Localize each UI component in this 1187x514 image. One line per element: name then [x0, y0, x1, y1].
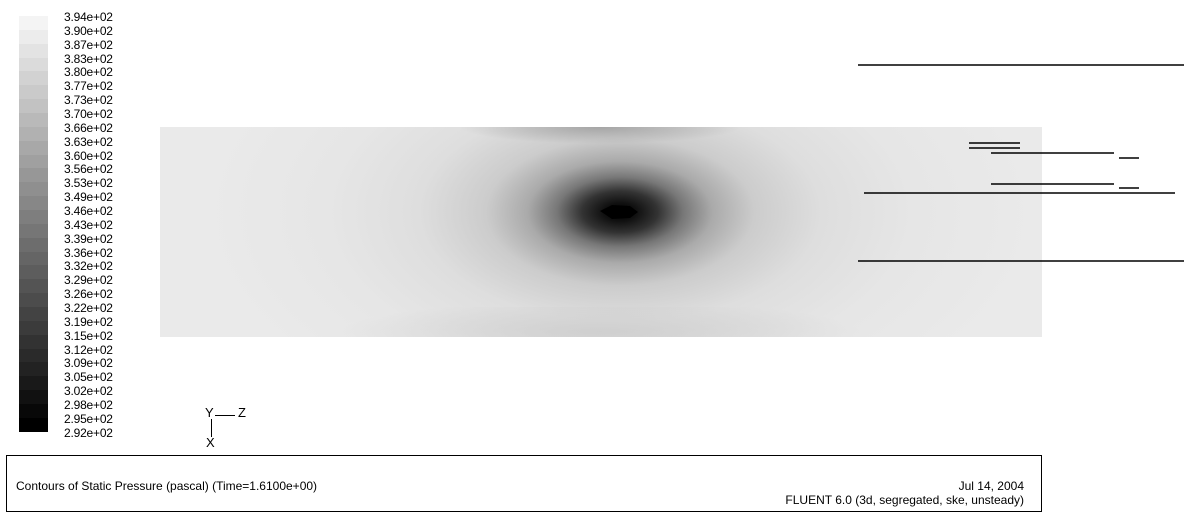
colorbar-tick-label: 3.90e+02 — [64, 23, 113, 38]
colorbar-tick-label: 3.83e+02 — [64, 51, 113, 66]
colorbar-swatch — [19, 16, 48, 30]
colorbar-tick-label: 3.36e+02 — [64, 245, 113, 260]
colorbar-swatch — [19, 376, 48, 391]
colorbar-swatch — [19, 390, 48, 405]
colorbar-tick-label: 3.05e+02 — [64, 370, 113, 385]
colorbar-swatch — [19, 126, 48, 141]
colorbar-tick-label: 3.63e+02 — [64, 134, 113, 149]
axis-y-label: Y — [205, 405, 214, 420]
vortex-core — [600, 205, 638, 219]
colorbar-tick-label: 3.66e+02 — [64, 120, 113, 135]
colorbar-swatch — [19, 223, 48, 238]
colorbar-swatch — [19, 182, 48, 197]
colorbar-tick-label: 3.29e+02 — [64, 273, 113, 288]
colorbar-swatch — [19, 362, 48, 377]
colorbar-tick-label: 3.53e+02 — [64, 176, 113, 191]
colorbar-swatch — [19, 168, 48, 183]
colorbar-tick-label: 3.12e+02 — [64, 342, 113, 357]
colorbar-tick-label: 3.43e+02 — [64, 217, 113, 232]
colorbar-tick-label: 3.70e+02 — [64, 107, 113, 122]
axis-x-line — [211, 419, 212, 437]
pressure-contour-plot — [160, 127, 1042, 337]
colorbar-tick-label: 3.49e+02 — [64, 190, 113, 205]
colorbar-tick-label: 3.87e+02 — [64, 37, 113, 52]
colorbar-tick-label: 3.60e+02 — [64, 148, 113, 163]
colorbar-tick-label: 3.22e+02 — [64, 301, 113, 316]
colorbar-tick-label: 3.94e+02 — [64, 10, 113, 24]
colorbar-tick-label: 3.39e+02 — [64, 231, 113, 246]
axis-z-line — [215, 415, 235, 416]
colorbar-swatch — [19, 113, 48, 127]
colorbar-swatch — [19, 210, 48, 224]
colorbar-tick-label: 3.56e+02 — [64, 162, 113, 177]
colorbar-swatch — [19, 57, 48, 72]
colorbar-swatch — [19, 99, 48, 114]
colorbar-swatch — [19, 293, 48, 308]
colorbar-swatch — [19, 29, 48, 44]
caption-box: Contours of Static Pressure (pascal) (Ti… — [6, 455, 1042, 512]
colorbar-swatch — [19, 417, 48, 432]
colorbar-swatch — [19, 404, 48, 418]
colorbar-swatch — [19, 348, 48, 363]
colorbar-tick-label: 2.92e+02 — [64, 425, 113, 440]
colorbar-tick-label: 3.80e+02 — [64, 65, 113, 80]
colorbar-swatch — [19, 265, 48, 280]
axis-z-label: Z — [238, 405, 246, 420]
colorbar-swatch — [19, 71, 48, 86]
axis-x-label: X — [206, 435, 215, 450]
colorbar-scale-labels: 3.94e+02 3.90e+02 3.87e+02 3.83e+02 3.80e+02… — [64, 10, 154, 441]
colorbar-tick-label: 3.77e+02 — [64, 79, 113, 94]
contour-field-fill — [160, 127, 1042, 337]
contour-bottom-shade — [160, 307, 1042, 337]
colorbar-tick-label: 3.32e+02 — [64, 259, 113, 274]
colorbar-tick-label: 3.26e+02 — [64, 287, 113, 302]
colorbar-swatch — [19, 196, 48, 211]
axis-triad: Y Z X — [200, 405, 260, 455]
colorbar-tick-label: 3.09e+02 — [64, 356, 113, 371]
colorbar-tick-label: 3.02e+02 — [64, 384, 113, 399]
colorbar-swatch — [19, 334, 48, 349]
colorbar-tick-label: 2.98e+02 — [64, 398, 113, 413]
caption-title: Contours of Static Pressure (pascal) (Ti… — [16, 479, 318, 493]
caption-date: Jul 14, 2004 — [958, 479, 1024, 493]
pressure-colorbar — [19, 16, 48, 432]
colorbar-swatch — [19, 320, 48, 335]
colorbar-tick-label: 3.15e+02 — [64, 328, 113, 343]
caption-solver: FLUENT 6.0 (3d, segregated, ske, unstead… — [785, 493, 1024, 507]
colorbar-tick-label: 3.73e+02 — [64, 93, 113, 108]
colorbar-swatch — [19, 237, 48, 252]
colorbar-swatch — [19, 279, 48, 294]
colorbar-tick-label: 3.46e+02 — [64, 204, 113, 219]
colorbar-swatch — [19, 85, 48, 100]
colorbar-swatch — [19, 43, 48, 58]
contour-field — [160, 127, 1042, 337]
colorbar-tick-label: 2.95e+02 — [64, 411, 113, 426]
colorbar-swatch — [19, 251, 48, 266]
colorbar-swatch — [19, 140, 48, 155]
contour-top-shade — [160, 127, 1042, 157]
colorbar-swatch — [19, 307, 48, 321]
colorbar-tick-label: 3.19e+02 — [64, 314, 113, 329]
colorbar-swatch — [19, 154, 48, 169]
